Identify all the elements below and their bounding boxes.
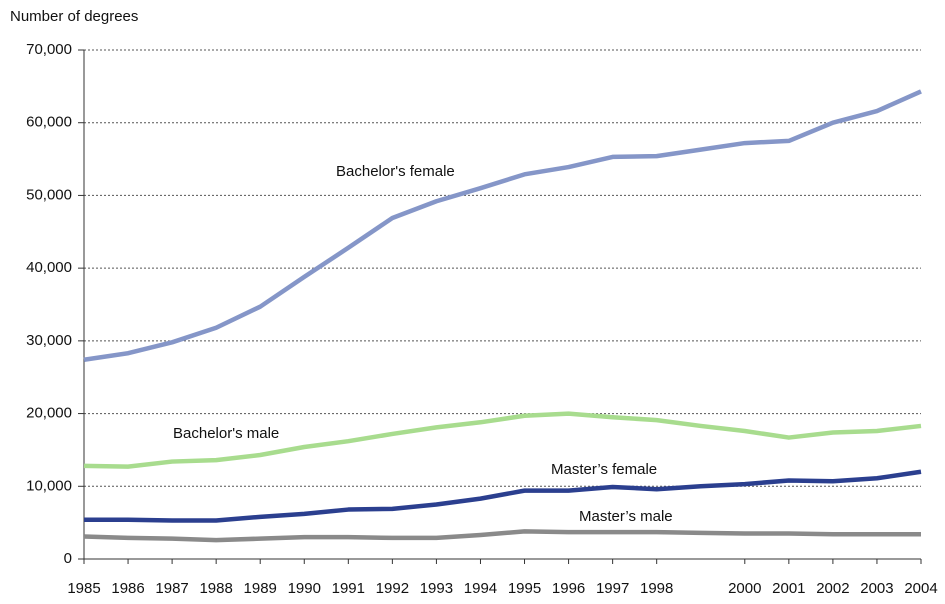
series-label: Bachelor's male: [173, 425, 279, 442]
x-tick-label: 1987: [155, 580, 188, 597]
series-line: [83, 89, 922, 362]
x-tick-label: 1997: [596, 580, 629, 597]
x-tick-label: 1988: [199, 580, 232, 597]
x-tick-label: 1991: [332, 580, 365, 597]
x-tick-label: 1995: [508, 580, 541, 597]
series-label: Master’s male: [579, 508, 673, 525]
x-tick-label: 1992: [376, 580, 409, 597]
y-tick-label: 20,000: [26, 405, 72, 422]
y-tick-label: 0: [64, 550, 72, 567]
x-tick-label: 1996: [552, 580, 585, 597]
y-tick-label: 50,000: [26, 186, 72, 203]
x-tick-label: 2000: [728, 580, 761, 597]
y-tick-label: 40,000: [26, 259, 72, 276]
series-label: Bachelor's female: [336, 163, 455, 180]
x-tick-label: 1989: [244, 580, 277, 597]
y-axis-label: Number of degrees: [10, 8, 138, 25]
x-tick-label: 1985: [67, 580, 100, 597]
x-tick-label: 1993: [420, 580, 453, 597]
x-tick-label: 1998: [640, 580, 673, 597]
series-line: [84, 469, 922, 523]
x-tick-label: 1990: [288, 580, 321, 597]
series-line: [83, 529, 921, 543]
x-tick-label: 1994: [464, 580, 497, 597]
x-tick-label: 2002: [816, 580, 849, 597]
x-tick-label: 2003: [860, 580, 893, 597]
series-label: Master’s female: [551, 461, 657, 478]
y-tick-label: 70,000: [26, 41, 72, 58]
series-line: [83, 411, 922, 469]
x-tick-label: 2004: [904, 580, 937, 597]
y-tick-label: 60,000: [26, 114, 72, 131]
y-tick-label: 10,000: [26, 477, 72, 494]
y-tick-label: 30,000: [26, 332, 72, 349]
x-tick-label: 1986: [111, 580, 144, 597]
x-tick-label: 2001: [772, 580, 805, 597]
